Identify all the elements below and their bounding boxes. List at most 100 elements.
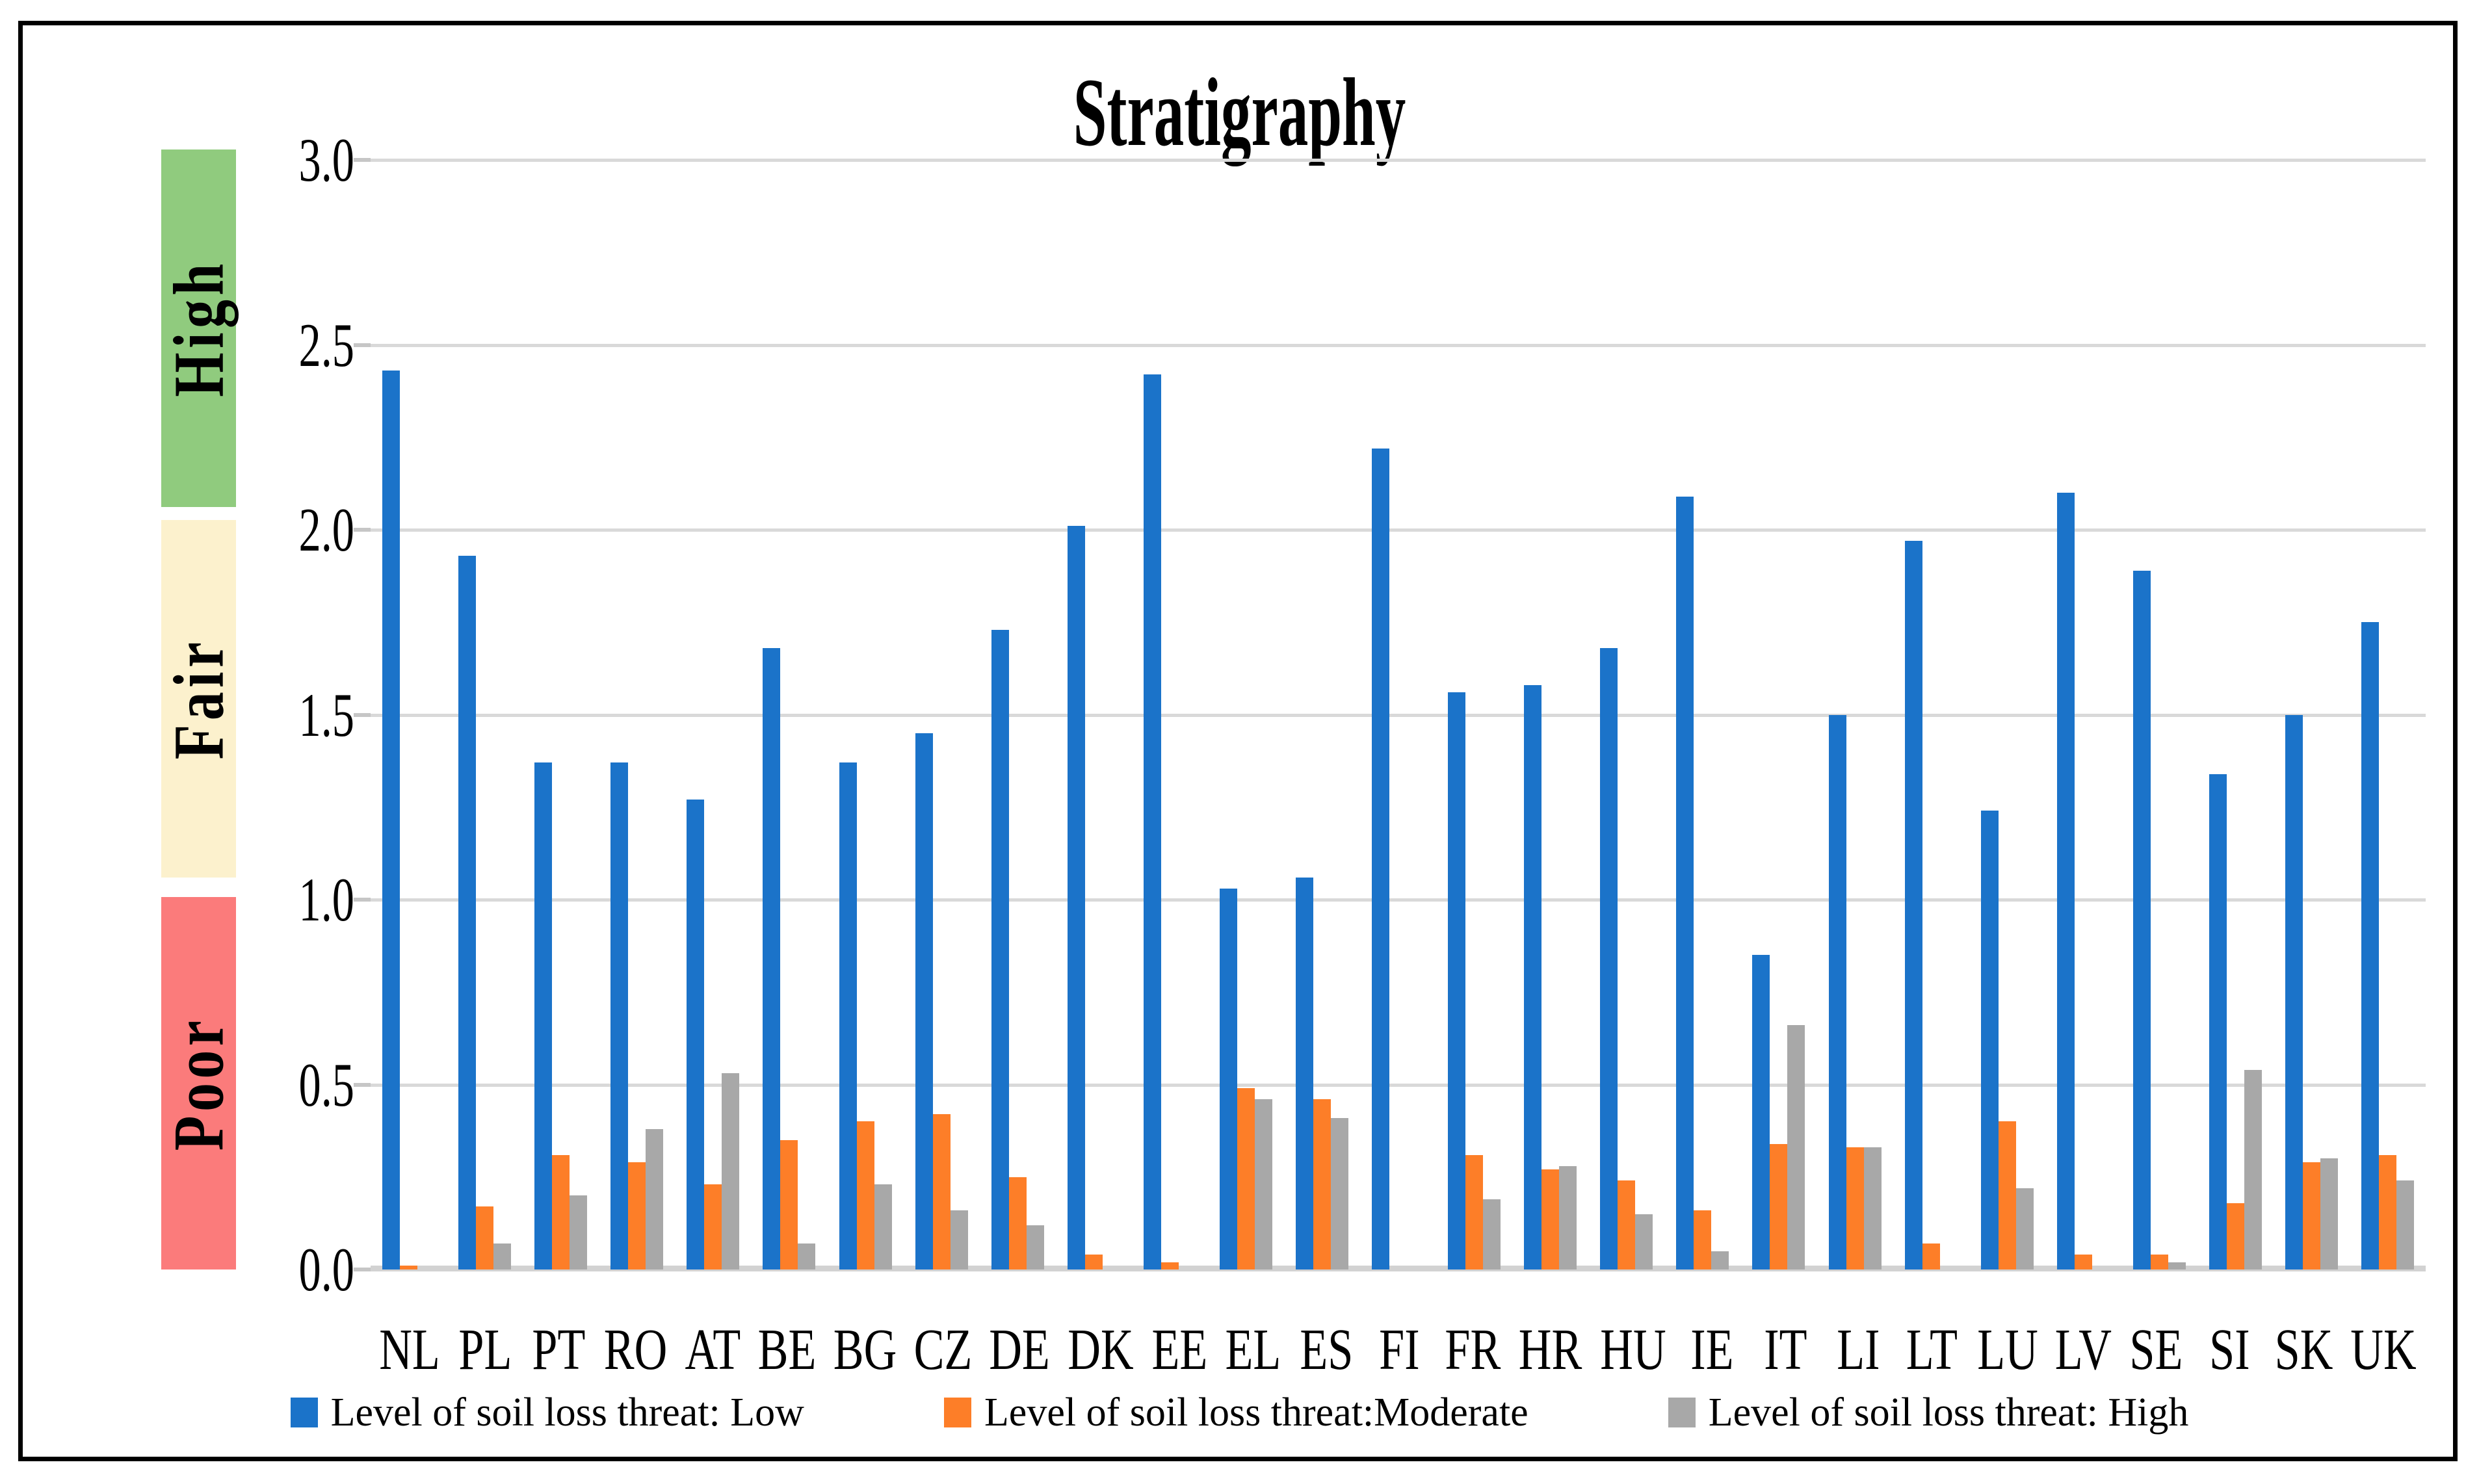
bar-low-HU [1600,648,1618,1269]
x-label-FR: FR [1445,1318,1501,1382]
bar-group-DE [980,160,1056,1269]
x-label-PL: PL [458,1318,512,1382]
bar-high-LI [1863,1147,1882,1269]
bar-moderate-EL [1237,1088,1255,1269]
bar-low-DE [991,629,1009,1269]
x-label-LV: LV [2054,1318,2112,1382]
bar-high-PT [570,1195,588,1269]
bar-low-BG [839,762,857,1269]
bar-moderate-HR [1541,1169,1560,1269]
legend-item-high: Level of soil loss threat: High [1668,1390,2189,1435]
legend-swatch-high [1668,1398,1696,1427]
y-tick-mark-0.0 [354,1268,371,1271]
bar-moderate-LV [2074,1255,2092,1269]
bar-group-HR [1512,160,1588,1269]
x-label-CZ: CZ [913,1318,973,1382]
bar-low-SI [2209,774,2227,1269]
bar-moderate-DK [1084,1255,1103,1269]
bar-high-PL [493,1243,512,1269]
y-tick-0.5: 0.5 [298,1050,355,1119]
bar-high-FR [1483,1199,1501,1269]
bar-group-FI [1360,160,1436,1269]
x-label-NL: NL [379,1318,440,1382]
bar-group-NL [371,160,447,1269]
x-label-DK: DK [1068,1318,1134,1382]
quality-band-poor: Poor [159,897,238,1269]
chart-title: Stratigraphy [1073,59,1406,166]
bar-moderate-CZ [932,1114,951,1269]
bar-high-RO [646,1128,664,1269]
bar-high-BG [874,1184,892,1269]
bar-low-SK [2285,714,2303,1269]
bar-high-SE [2168,1262,2186,1269]
x-label-BE: BE [757,1318,817,1382]
legend-swatch-low [290,1398,318,1427]
y-tick-mark-2.0 [354,528,371,532]
bar-high-IT [1787,1025,1805,1269]
legend-label-low: Level of soil loss threat: Low [330,1390,804,1435]
y-tick-mark-1.5 [354,712,371,717]
bar-group-LU [1969,160,2045,1269]
x-label-HU: HU [1600,1318,1666,1382]
legend-label-moderate: Level of soil loss threat:Moderate [984,1390,1528,1435]
bar-low-CZ [915,733,933,1269]
y-tick-mark-0.5 [354,1082,371,1087]
x-label-EE: EE [1151,1318,1208,1382]
x-label-IT: IT [1763,1318,1807,1382]
bar-high-SI [2244,1069,2262,1269]
plot-area [371,159,2426,1271]
bar-group-IT [1740,160,1817,1269]
quality-band-fair-label: Fair [159,638,238,760]
gridline-0.5 [371,1083,2426,1087]
bar-group-AT [675,160,751,1269]
x-label-LI: LI [1837,1318,1880,1382]
bar-group-EL [1208,160,1284,1269]
quality-band-fair: Fair [159,520,238,878]
bar-moderate-LI [1846,1147,1864,1269]
bar-high-HR [1559,1165,1577,1269]
bar-moderate-FR [1465,1154,1484,1269]
bar-low-FI [1372,448,1390,1269]
bar-group-ES [1284,160,1360,1269]
bar-moderate-LT [1922,1243,1940,1269]
x-label-ES: ES [1300,1318,1353,1382]
x-label-SK: SK [2274,1318,2333,1382]
bar-group-LT [1893,160,1969,1269]
y-tick-2.0: 2.0 [298,495,355,564]
x-label-UK: UK [2350,1318,2417,1382]
bar-high-EL [1254,1099,1272,1269]
bar-group-LV [2045,160,2121,1269]
bar-moderate-SE [2150,1255,2168,1269]
x-axis-labels: NL PL PT RO AT BE BG CZ DE DK EE EL ES FI FR HR HU IE IT LI… [371,1314,2426,1386]
bar-group-SI [2197,160,2274,1269]
x-label-SI: SI [2209,1318,2250,1382]
bar-high-LU [2015,1188,2034,1269]
legend-label-high: Level of soil loss threat: High [1708,1390,2189,1435]
bar-group-IE [1664,160,1740,1269]
bar-moderate-HU [1618,1180,1636,1269]
bar-high-IE [1711,1251,1729,1269]
bar-group-FR [1436,160,1512,1269]
bar-low-HR [1524,684,1542,1269]
bar-moderate-LU [1998,1121,2016,1269]
bar-low-PT [534,762,553,1269]
bar-low-SE [2132,570,2151,1269]
bar-low-UK [2361,622,2380,1269]
bar-high-ES [1330,1117,1348,1269]
bar-low-BE [763,648,781,1269]
y-tick-2.5: 2.5 [298,310,355,380]
y-tick-1.0: 1.0 [298,865,355,934]
x-label-FI: FI [1379,1318,1420,1382]
x-label-AT: AT [685,1318,741,1382]
bar-group-CZ [904,160,980,1269]
bar-group-SK [2274,160,2350,1269]
x-label-EL: EL [1225,1318,1281,1382]
bar-group-SE [2121,160,2197,1269]
bar-low-EE [1143,374,1161,1269]
x-label-LU: LU [1976,1318,2038,1382]
quality-band-high-label: High [159,259,238,397]
bar-group-HU [1588,160,1664,1269]
bar-high-UK [2396,1180,2415,1269]
bar-group-PT [523,160,599,1269]
bar-moderate-SK [2302,1162,2320,1269]
